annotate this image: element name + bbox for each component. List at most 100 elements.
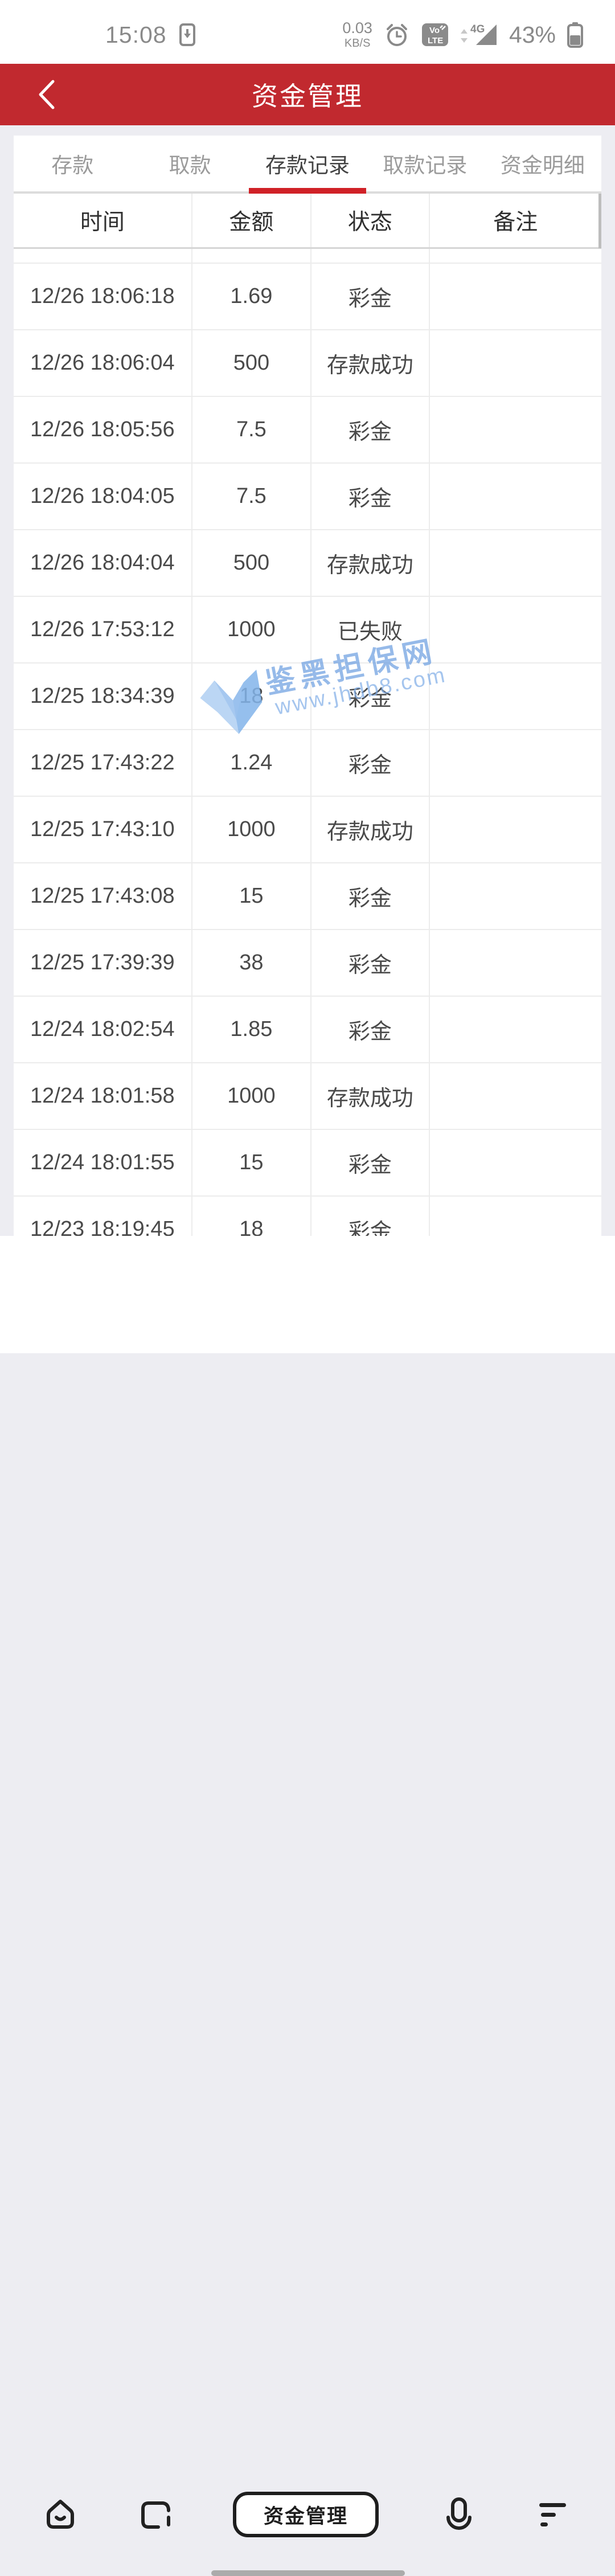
cell-amount: 500 — [191, 330, 310, 396]
cell-remark — [428, 597, 601, 662]
cell-remark — [428, 464, 601, 529]
tab-label: 取款 — [169, 154, 211, 177]
cell-amount: 7.5 — [191, 464, 310, 529]
cell-remark — [428, 930, 601, 996]
svg-text:LTE: LTE — [428, 36, 443, 46]
network-speed: 0.03 KB/S — [342, 19, 372, 50]
cell-remark — [428, 397, 601, 462]
cell-status: 彩金 — [310, 664, 428, 729]
cell-remark — [428, 664, 601, 729]
tab-label: 存款 — [51, 154, 94, 177]
tab-deposit[interactable]: 存款 — [14, 136, 131, 191]
table-header-row: 时间 金额 状态 备注 — [14, 194, 601, 249]
gesture-home-bar[interactable] — [211, 2570, 405, 2576]
cell-amount: 1000 — [191, 1063, 310, 1129]
cell-time: 12/23 18:19:45 — [30, 1217, 175, 1236]
table-row: 12/24 18:01:55 15 彩金 — [14, 1130, 601, 1197]
cell-time: 12/25 17:43:08 — [30, 884, 175, 908]
cell-remark — [428, 863, 601, 929]
cell-time: 12/25 17:43:22 — [30, 751, 175, 775]
cell-amount: 7.5 — [191, 397, 310, 462]
cell-amount: 1.24 — [191, 730, 310, 796]
partial-scrolled-row — [14, 249, 601, 264]
table-row: 12/25 17:39:39 38 彩金 — [14, 930, 601, 997]
cell-remark — [428, 1063, 601, 1129]
table-row: 12/26 18:06:18 1.69 彩金 — [14, 264, 601, 330]
cell-time: 12/26 18:06:04 — [30, 351, 175, 375]
table-row: 12/24 18:02:54 1.85 彩金 — [14, 997, 601, 1063]
records-table: 时间 金额 状态 备注 12/26 18:06:18 1.69 彩金 12/26 18… — [14, 194, 601, 1236]
cell-status: 彩金 — [310, 1197, 428, 1236]
cell-amount: 15 — [191, 1130, 310, 1195]
tab-bar: 存款 取款 存款记录 取款记录 资金明细 — [14, 136, 601, 194]
active-tab-underline — [248, 188, 367, 194]
phone-download-icon — [179, 23, 195, 46]
table-row: 12/25 17:43:10 1000 存款成功 — [14, 797, 601, 863]
scrollbar-thumb[interactable] — [598, 194, 601, 248]
battery-icon — [567, 22, 583, 48]
back-chevron-icon — [39, 80, 55, 109]
cell-amount: 1000 — [191, 597, 310, 662]
svg-text:Vo: Vo — [429, 26, 440, 35]
cell-time: 12/26 18:06:18 — [30, 284, 175, 308]
cell-time: 12/26 18:04:05 — [30, 484, 175, 508]
cell-time: 12/26 18:05:56 — [30, 417, 175, 441]
cell-remark — [428, 730, 601, 796]
table-row: 12/25 18:34:39 18 彩金 — [14, 664, 601, 730]
table-body: 12/26 18:06:18 1.69 彩金 12/26 18:06:04 500 存款成… — [14, 264, 601, 1236]
cell-status: 彩金 — [310, 1130, 428, 1195]
volte-icon: Vo LTE — [421, 22, 449, 47]
cell-status: 彩金 — [310, 464, 428, 529]
tab-deposit-records[interactable]: 存款记录 — [248, 136, 367, 194]
column-header-remark: 备注 — [428, 194, 601, 247]
nav-center-button[interactable]: 资金管理 — [233, 2492, 379, 2537]
cell-time: 12/26 18:04:04 — [30, 551, 175, 575]
cell-status: 存款成功 — [310, 1063, 428, 1129]
alarm-icon — [384, 22, 410, 48]
cell-amount: 1000 — [191, 797, 310, 862]
cell-remark — [428, 797, 601, 862]
table-row: 12/26 18:06:04 500 存款成功 — [14, 330, 601, 397]
cell-remark — [428, 264, 601, 329]
signal-4g-icon: 4G — [460, 23, 498, 46]
cell-status: 彩金 — [310, 863, 428, 929]
recent-window-icon[interactable] — [140, 2500, 172, 2530]
table-row: 12/23 18:19:45 18 彩金 — [14, 1197, 601, 1236]
cell-amount: 1.69 — [191, 264, 310, 329]
table-row: 12/26 18:04:05 7.5 彩金 — [14, 464, 601, 530]
cell-time: 12/26 17:53:12 — [30, 617, 175, 641]
cell-remark — [428, 997, 601, 1062]
tab-fund-details[interactable]: 资金明细 — [484, 136, 601, 191]
table-row: 12/26 18:05:56 7.5 彩金 — [14, 397, 601, 464]
cell-status: 彩金 — [310, 930, 428, 996]
cell-remark — [428, 330, 601, 396]
table-row: 12/26 18:04:04 500 存款成功 — [14, 530, 601, 597]
menu-lines-icon[interactable] — [539, 2503, 567, 2528]
cell-amount: 15 — [191, 863, 310, 929]
clock-time: 15:08 — [105, 21, 167, 48]
column-header-amount: 金额 — [191, 194, 310, 247]
cell-status: 彩金 — [310, 397, 428, 462]
cell-time: 12/25 17:39:39 — [30, 951, 175, 974]
cell-status: 存款成功 — [310, 797, 428, 862]
cell-remark — [428, 1130, 601, 1195]
cell-amount: 18 — [191, 664, 310, 729]
back-button[interactable] — [24, 64, 69, 125]
cell-time: 12/24 18:01:55 — [30, 1150, 175, 1174]
tab-withdraw[interactable]: 取款 — [131, 136, 248, 191]
home-icon[interactable] — [46, 2499, 75, 2530]
tab-label: 资金明细 — [500, 154, 585, 177]
cell-status: 存款成功 — [310, 530, 428, 596]
cell-remark — [428, 1197, 601, 1236]
cell-status: 彩金 — [310, 730, 428, 796]
cell-remark — [428, 530, 601, 596]
microphone-icon[interactable] — [446, 2497, 472, 2531]
table-row: 12/25 17:43:22 1.24 彩金 — [14, 730, 601, 797]
cell-time: 12/24 18:01:58 — [30, 1084, 175, 1108]
cell-amount: 500 — [191, 530, 310, 596]
cell-amount: 18 — [191, 1197, 310, 1236]
cell-amount: 1.85 — [191, 997, 310, 1062]
cell-status: 已失败 — [310, 597, 428, 662]
tab-withdraw-records[interactable]: 取款记录 — [366, 136, 483, 191]
table-row: 12/26 17:53:12 1000 已失败 — [14, 597, 601, 664]
